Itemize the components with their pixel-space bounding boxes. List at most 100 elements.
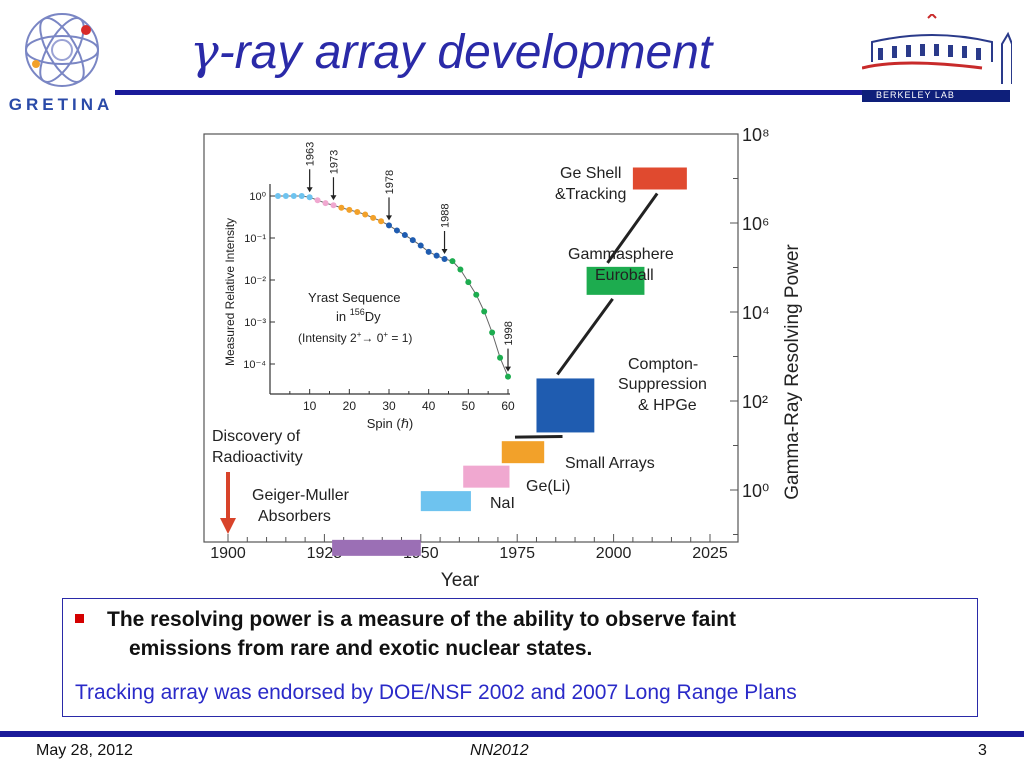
inset-y-tick-label: 10⁻²: [244, 275, 266, 287]
resolving-power-chart: 1900 1925 1950 1975 2000 202510⁰10²10⁴10⁶10⁸ …: [203, 125, 803, 591]
inset-ticks: 10 20 30 40 50 60 10⁰ 10⁻¹ 10⁻² 10⁻³ 10⁻⁴: [243, 191, 515, 413]
bar-small-arrays: [501, 441, 545, 464]
inset-point: [401, 232, 408, 239]
title-underline: [115, 90, 875, 95]
inset-note: (Intensity 2+→ 0+ = 1): [298, 330, 412, 345]
y-tick-label: 10⁰: [742, 481, 769, 501]
label-tracking: &Tracking: [555, 186, 626, 203]
milestone-arrowhead: [441, 249, 448, 254]
milestone-arrowhead: [306, 187, 313, 193]
x-tick-label: 1975: [499, 545, 535, 562]
gretina-logo: GRETINA: [9, 13, 114, 114]
milestone-label: 1998: [503, 321, 515, 345]
inset-title-line1: Yrast Sequence: [308, 290, 401, 305]
inset-point: [505, 373, 511, 380]
label-euroball: Euroball: [595, 267, 654, 284]
inset-y-tick-label: 10⁻³: [244, 317, 266, 329]
y-tick-label: 10⁶: [742, 214, 769, 234]
label-small-arrays: Small Arrays: [565, 455, 655, 472]
x-tick-label: 2025: [692, 545, 728, 562]
inset-x-tick-label: 10: [303, 399, 317, 413]
label-compton: Compton-: [628, 356, 698, 373]
inset-y-tick-label: 10⁻⁴: [243, 359, 266, 371]
inset-point: [481, 308, 488, 315]
berkeley-lab-text: BERKELEY LAB: [876, 90, 955, 100]
inset-point: [386, 222, 392, 229]
note-line-2: emissions from rare and exotic nuclear s…: [129, 637, 593, 660]
inset-point: [378, 218, 385, 225]
inset-point: [393, 227, 400, 234]
inset-point: [282, 193, 289, 199]
bar-compton-suppression-hpge: [536, 378, 595, 433]
label-discovery: Discovery of: [212, 428, 301, 445]
main-bars: [332, 167, 687, 556]
label-nai: NaI: [490, 495, 515, 512]
label-geli: Ge(Li): [526, 478, 570, 495]
bar-ge-shell-tracking: [632, 167, 687, 190]
gamma-symbol: γ: [190, 24, 219, 80]
inset-point: [274, 193, 281, 199]
footer-event: NN2012: [470, 742, 529, 759]
note-bullet-text: The resolving power is a measure of the …: [107, 605, 927, 663]
label-absorbers: Absorbers: [258, 508, 331, 525]
inset-y-tick-label: 10⁻¹: [244, 233, 266, 245]
milestone-label: 1963: [305, 142, 317, 166]
connector-line: [514, 434, 563, 439]
y-axis-title: Gamma-Ray Resolving Power: [782, 244, 803, 500]
label-gammasphere: Gammasphere: [568, 246, 674, 263]
note-box: The resolving power is a measure of the …: [62, 598, 978, 717]
note-subtext: Tracking array was endorsed by DOE/NSF 2…: [75, 681, 797, 704]
inset-point: [417, 242, 424, 249]
footer-rule: [0, 731, 1024, 737]
main-connectors: [514, 192, 659, 439]
milestone-arrowhead: [330, 195, 337, 201]
slide-title: γ-ray array development: [190, 24, 830, 80]
bar-geiger-muller-absorbers: [332, 539, 421, 556]
plot-frame: [203, 133, 739, 543]
berkeley-bar: BERKELEY LAB: [862, 90, 1010, 102]
inset-x-tick-label: 60: [501, 399, 515, 413]
connector-line: [556, 297, 614, 376]
inset-point: [354, 208, 361, 215]
bar-ge-li-: [463, 465, 510, 488]
inset-point: [346, 206, 353, 213]
inset-point: [338, 204, 345, 211]
inset-x-tick-label: 40: [422, 399, 436, 413]
inset-x-tick-label: 30: [382, 399, 396, 413]
bar-gammasphere-euroball: [586, 266, 645, 295]
milestone-arrowhead: [505, 366, 511, 372]
inset-point: [441, 256, 448, 262]
milestone-label: 1988: [440, 204, 452, 228]
inset-point: [409, 237, 416, 244]
inset-point: [370, 214, 377, 221]
x-tick-label: 1900: [210, 545, 246, 562]
inset-y-tick-label: 10⁰: [249, 191, 266, 203]
inset-point: [425, 248, 432, 255]
inset-point: [306, 194, 313, 201]
inset-point: [362, 211, 369, 218]
inset-chart: 10 20 30 40 50 60 10⁰ 10⁻¹ 10⁻² 10⁻³ 10⁻⁴ 1963 1973…: [223, 142, 515, 431]
inset-milestones: 1963 1973 1978 1988 1998: [305, 142, 515, 372]
milestone-label: 1973: [328, 150, 340, 174]
inset-x-tick-label: 20: [343, 399, 357, 413]
inset-point: [330, 202, 337, 209]
milestone-arrowhead: [386, 215, 392, 221]
y-tick-label: 10⁸: [742, 125, 770, 145]
inset-points: [274, 193, 511, 380]
inset-title-line2: in 156Dy: [336, 307, 381, 324]
title-text: -ray array development: [218, 26, 713, 79]
y-tick-label: 10²: [742, 392, 768, 412]
discovery-arrow: [220, 472, 236, 534]
note-line-1: The resolving power is a measure of the …: [107, 608, 736, 631]
inset-point: [465, 279, 472, 286]
inset-point: [497, 354, 504, 361]
inset-point: [473, 291, 480, 298]
inset-point: [290, 193, 297, 199]
footer-date: May 28, 2012: [36, 742, 133, 759]
inset-point: [457, 266, 464, 273]
label-radioactivity: Radioactivity: [212, 449, 303, 466]
inset-point: [433, 252, 440, 259]
gretina-text: GRETINA: [9, 95, 114, 114]
y-tick-label: 10⁴: [742, 303, 770, 323]
inset-point: [322, 200, 329, 207]
